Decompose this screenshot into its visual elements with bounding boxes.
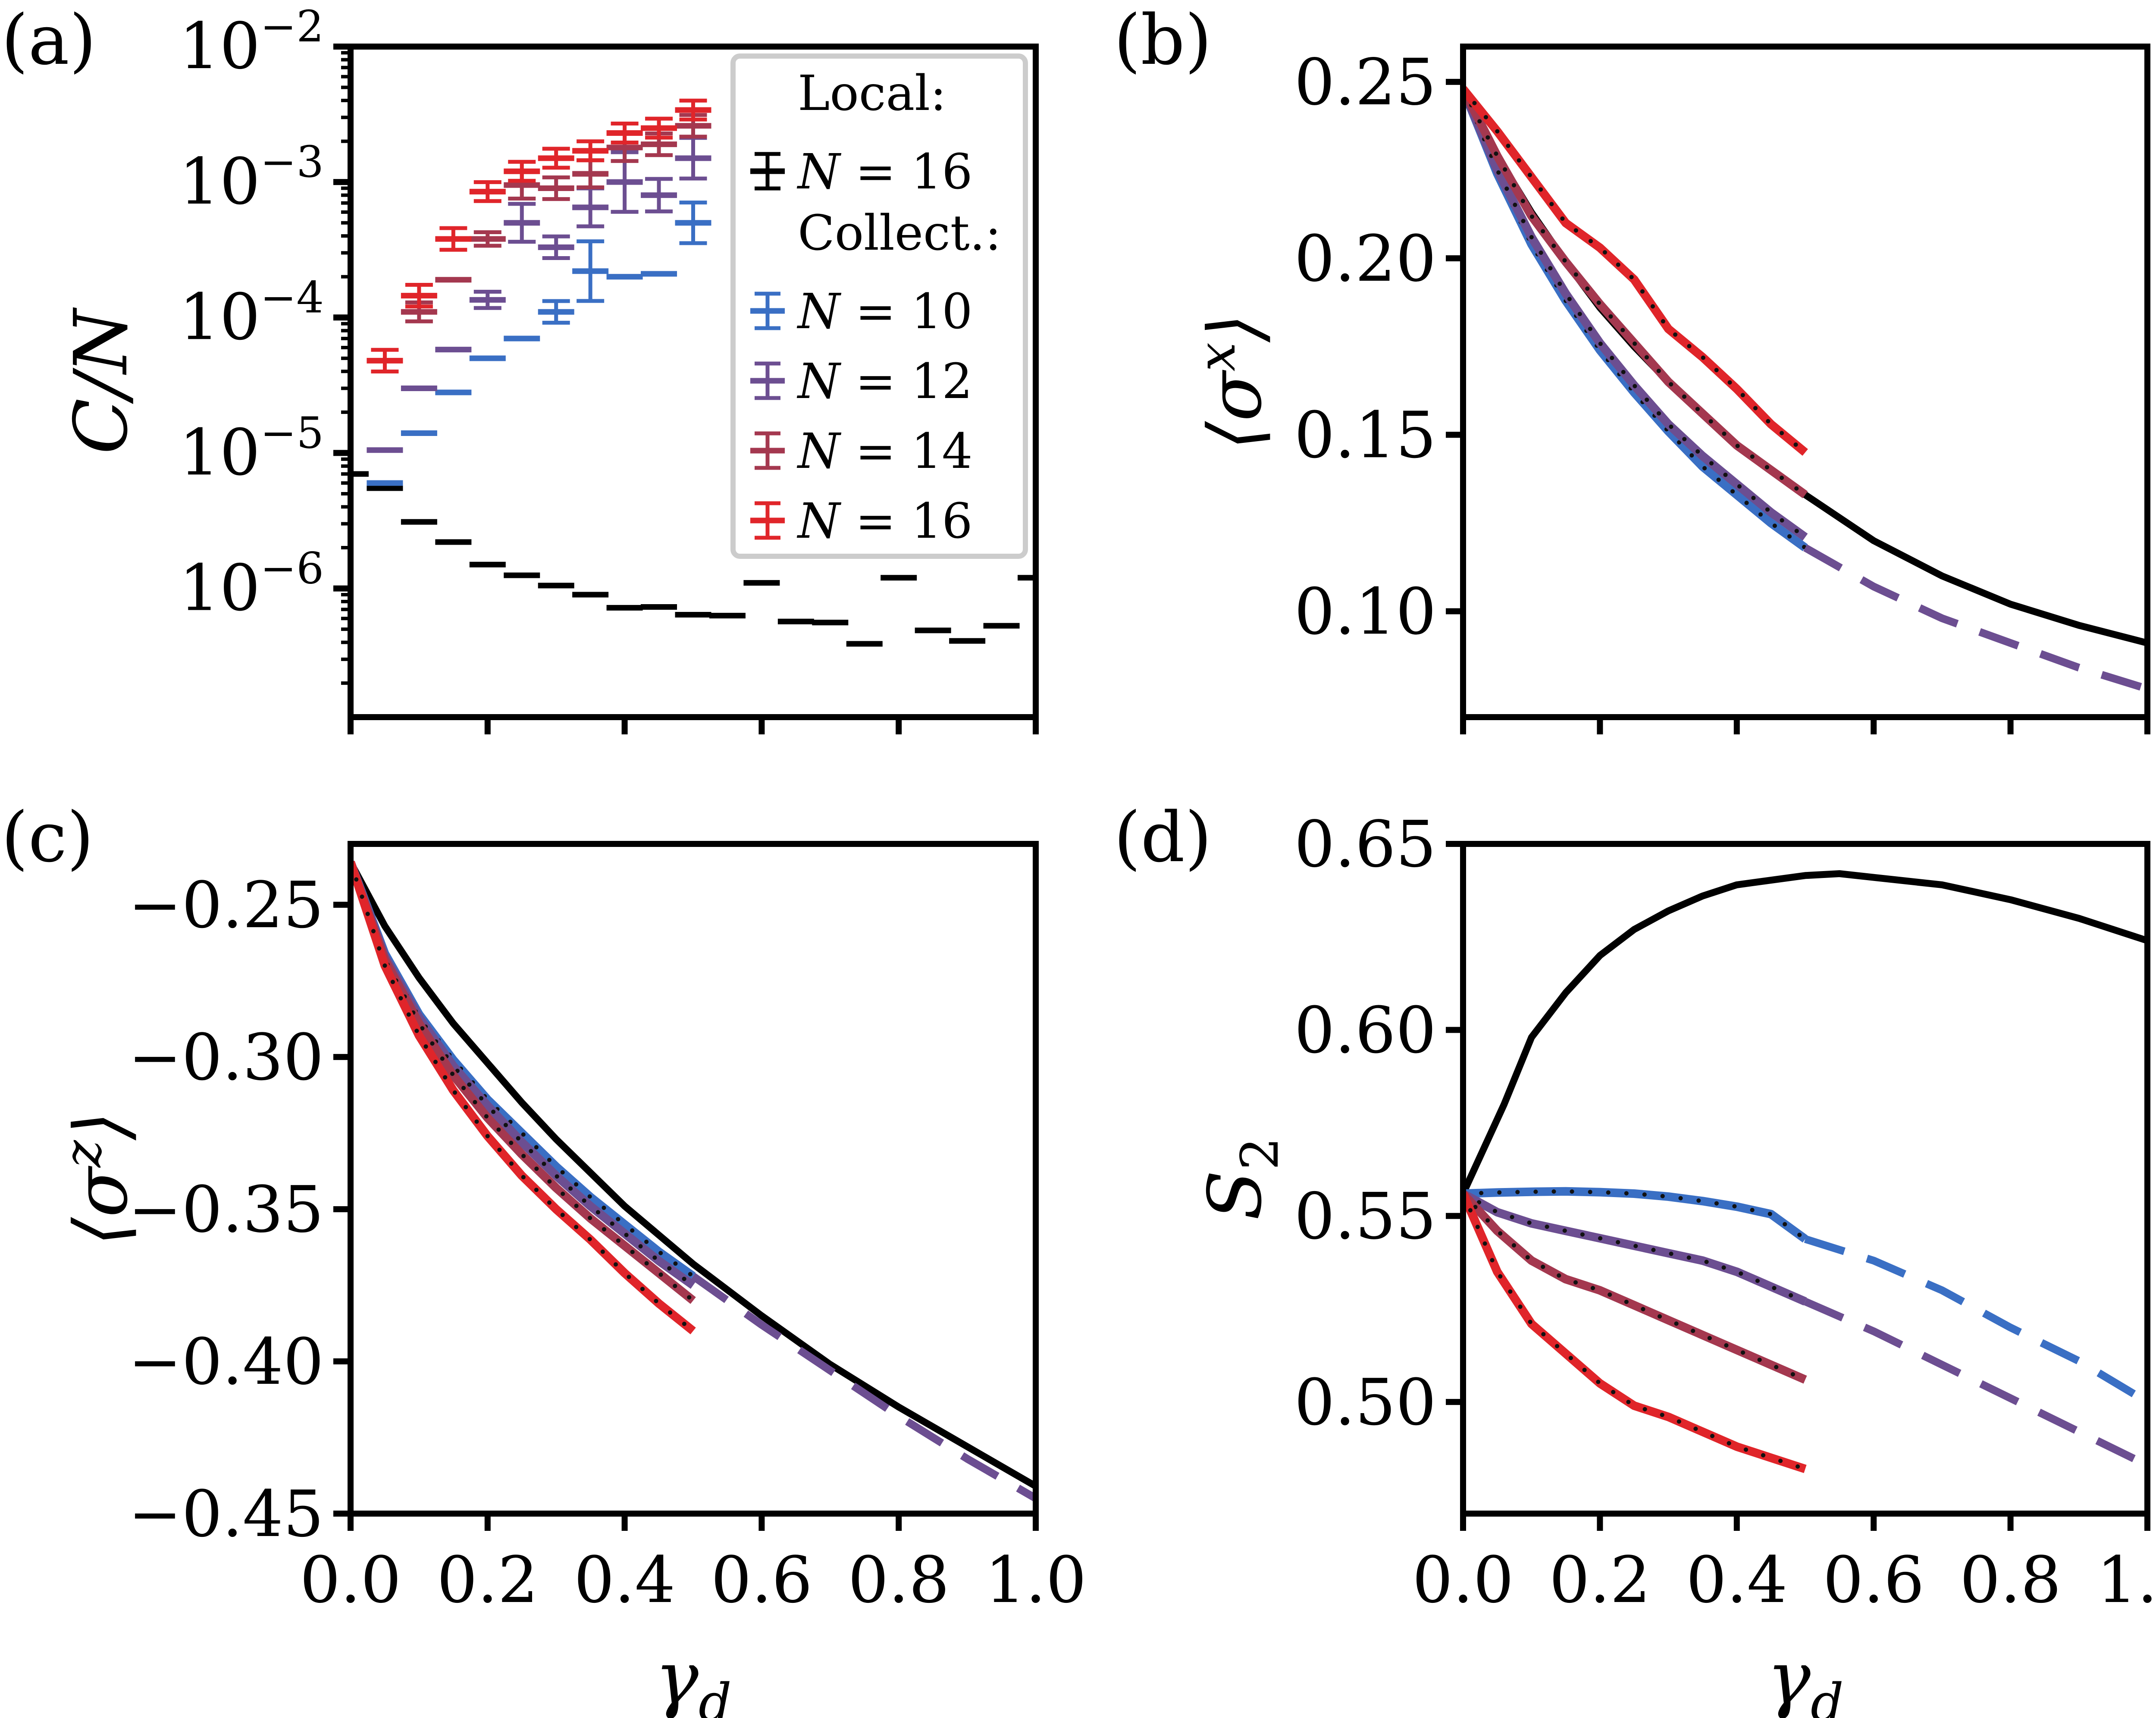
x-axis-label-d: γd [1767, 1636, 1843, 1718]
y-tick-label-b-0: 0.10 [1294, 574, 1436, 649]
panel-label-b: (b) [1114, 0, 1212, 80]
legend-box-a [730, 53, 1028, 559]
legend-label-a-5: N = 14 [796, 423, 973, 480]
series-line-c-1 [351, 860, 696, 1280]
y-tick-label-a-0: 10−2 [179, 1, 324, 83]
y-tick-label-c-3: −0.40 [128, 1325, 324, 1399]
series-line-d-2 [1804, 1235, 2147, 1405]
plot-area-a [351, 98, 1036, 647]
plot-area-d [1463, 870, 2147, 1473]
x-tick-label-d-5: 1.0 [2096, 1543, 2156, 1617]
panel-label-a: (a) [1, 0, 96, 80]
y-tick-label-a-1: 10−3 [179, 137, 324, 219]
y-axis-label-a: C/N [59, 307, 144, 454]
x-tick-label-c-5: 1.0 [985, 1543, 1086, 1617]
legend-header-a-0: Local: [798, 66, 946, 122]
x-tick-label-d-2: 0.4 [1686, 1543, 1787, 1617]
legend-header-a-2: Collect.: [798, 205, 1001, 261]
x-tick-label-c-1: 0.2 [437, 1543, 538, 1617]
y-tick-label-c-0: −0.25 [128, 868, 324, 942]
x-tick-label-c-4: 0.8 [848, 1543, 950, 1617]
y-axis-label-b: ⟨σx⟩ [1187, 314, 1278, 450]
y-tick-label-d-2: 0.60 [1294, 993, 1436, 1067]
x-tick-label-c-2: 0.4 [574, 1543, 675, 1617]
y-tick-label-a-2: 10−4 [179, 272, 324, 354]
series-dotted-overlay-b-4 [1463, 87, 1808, 497]
x-tick-label-c-0: 0.0 [300, 1543, 401, 1617]
y-tick-label-c-1: −0.30 [128, 1020, 324, 1094]
series-line-b-3 [1803, 544, 2147, 693]
series-line-d-6 [1463, 1191, 1807, 1473]
x-tick-label-d-3: 0.6 [1823, 1543, 1924, 1617]
axes-frame-d [1460, 841, 2150, 1517]
y-tick-label-b-3: 0.25 [1294, 45, 1436, 119]
y-tick-label-a-3: 10−5 [179, 408, 324, 489]
y-tick-label-c-2: −0.35 [128, 1173, 324, 1247]
legend-label-a-3: N = 10 [796, 284, 973, 340]
y-tick-label-b-1: 0.15 [1294, 398, 1436, 472]
series-line-c-4 [351, 861, 696, 1304]
series-line-d-4 [1803, 1298, 2147, 1469]
panel-d: 0.0 0.2 0.4 0.6 0.8 1.0 0.50 0.55 0.60 0.65 (d) S2 γ… [1114, 797, 2156, 1718]
series-dotted-overlay-d-6 [1463, 1191, 1808, 1471]
legend-label-a-1: N = 16 [796, 144, 973, 200]
x-tick-label-c-3: 0.6 [711, 1543, 812, 1617]
series-line-d-0 [1463, 870, 2147, 1195]
series-line-c-3 [691, 1273, 1036, 1502]
x-tick-label-d-4: 0.8 [1960, 1543, 2061, 1617]
x-tick-label-d-0: 0.0 [1412, 1543, 1514, 1617]
y-tick-label-d-0: 0.50 [1294, 1365, 1436, 1439]
y-tick-label-c-4: −0.45 [128, 1477, 324, 1551]
y-axis-label-d: S2 [1193, 1137, 1290, 1220]
series-line-b-0 [1463, 87, 2147, 646]
series-dotted-overlay-b-5 [1463, 87, 1808, 455]
series-dotted-overlay-c-5 [351, 860, 696, 1333]
y-tick-label-d-1: 0.55 [1294, 1179, 1436, 1254]
panel-c: 0.0 0.2 0.4 0.6 0.8 1.0 −0.25 −0.30 −0.35 −0.40 −0… [1, 797, 1087, 1718]
series-line-d-5 [1463, 1191, 1807, 1384]
axes-frame-c [348, 841, 1039, 1517]
axes-frame-a [348, 44, 1039, 720]
y-tick-label-b-2: 0.20 [1294, 222, 1436, 296]
axes-frame-b [1460, 44, 2150, 720]
y-axis-label-c: ⟨σz⟩ [53, 1112, 144, 1246]
y-tick-label-a-4: 10−6 [179, 543, 324, 625]
panel-label-d: (d) [1114, 797, 1212, 878]
series-dotted-overlay-b-2 [1463, 87, 1808, 539]
series-line-c-0 [351, 860, 1036, 1489]
plot-area-c [351, 860, 1036, 1502]
legend-label-a-4: N = 12 [796, 354, 973, 410]
plot-area-b [1463, 86, 2147, 693]
series-dotted-overlay-d-3 [1463, 1191, 1808, 1304]
panel-b: 0.10 0.15 0.20 0.25 (b) ⟨σx⟩ [1114, 0, 2150, 734]
legend-label-a-6: N = 16 [796, 493, 973, 549]
series-line-d-1 [1463, 1187, 1808, 1243]
x-tick-label-d-1: 0.2 [1549, 1543, 1651, 1617]
panel-label-c: (c) [1, 797, 94, 878]
y-tick-label-d-3: 0.65 [1294, 807, 1436, 881]
x-axis-label-c: γd [655, 1636, 731, 1718]
series-dotted-overlay-c-1 [351, 860, 696, 1279]
